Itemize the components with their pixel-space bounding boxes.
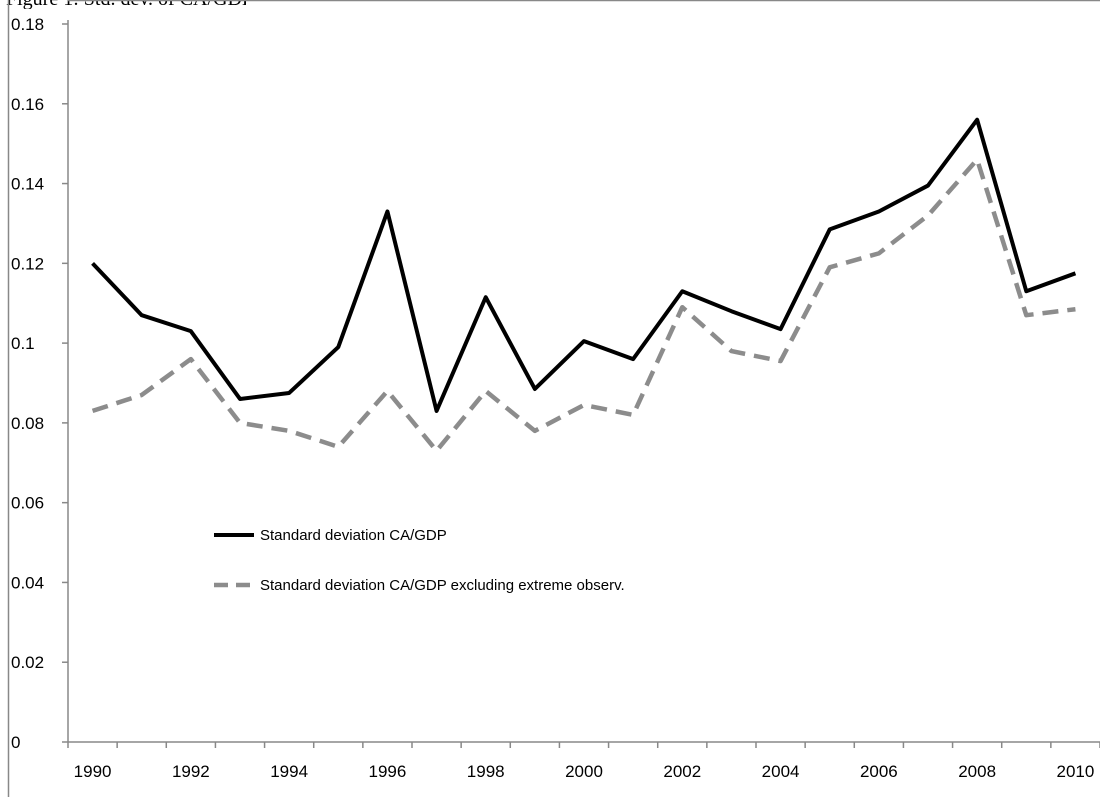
x-tick-label: 2002 xyxy=(663,762,701,781)
y-tick-label: 0.12 xyxy=(11,254,44,273)
x-tick-label: 2004 xyxy=(762,762,800,781)
x-tick-label: 2000 xyxy=(565,762,603,781)
x-tick-label: 2010 xyxy=(1057,762,1095,781)
series-line-2 xyxy=(91,157,1076,454)
series-layer xyxy=(91,117,1077,454)
legend-label-2: Standard deviation CA/GDP excluding extr… xyxy=(260,577,625,594)
x-tick-label: 1998 xyxy=(467,762,505,781)
axes: 0 0.02 0.04 0.06 0.08 0.1 0.12 0.14 0.16 0.18 1990… xyxy=(7,0,1100,797)
x-tick-label: 2008 xyxy=(958,762,996,781)
y-tick-label: 0.18 xyxy=(11,15,44,34)
y-tick-label: 0.06 xyxy=(11,494,44,513)
legend-label-1: Standard deviation CA/GDP xyxy=(260,527,447,544)
x-tick-label: 1992 xyxy=(172,762,210,781)
y-tick-label: 0.04 xyxy=(11,573,44,592)
y-tick-label: 0 xyxy=(11,733,20,752)
x-tick-label: 1994 xyxy=(270,762,308,781)
y-tick-label: 0.14 xyxy=(11,175,44,194)
x-tick-label: 1996 xyxy=(369,762,407,781)
y-tick-label: 0.16 xyxy=(11,95,44,114)
x-tick-label: 2006 xyxy=(860,762,898,781)
legend: Standard deviation CA/GDP Standard deviat… xyxy=(214,527,625,594)
y-tick-label: 0.02 xyxy=(11,653,44,672)
series-line-1 xyxy=(91,117,1077,413)
figure-caption: Figure 1: Std. dev. of CA/GDP xyxy=(6,0,246,9)
x-tick-label: 1990 xyxy=(74,762,112,781)
y-tick-label: 0.1 xyxy=(11,334,35,353)
y-tick-label: 0.08 xyxy=(11,414,44,433)
